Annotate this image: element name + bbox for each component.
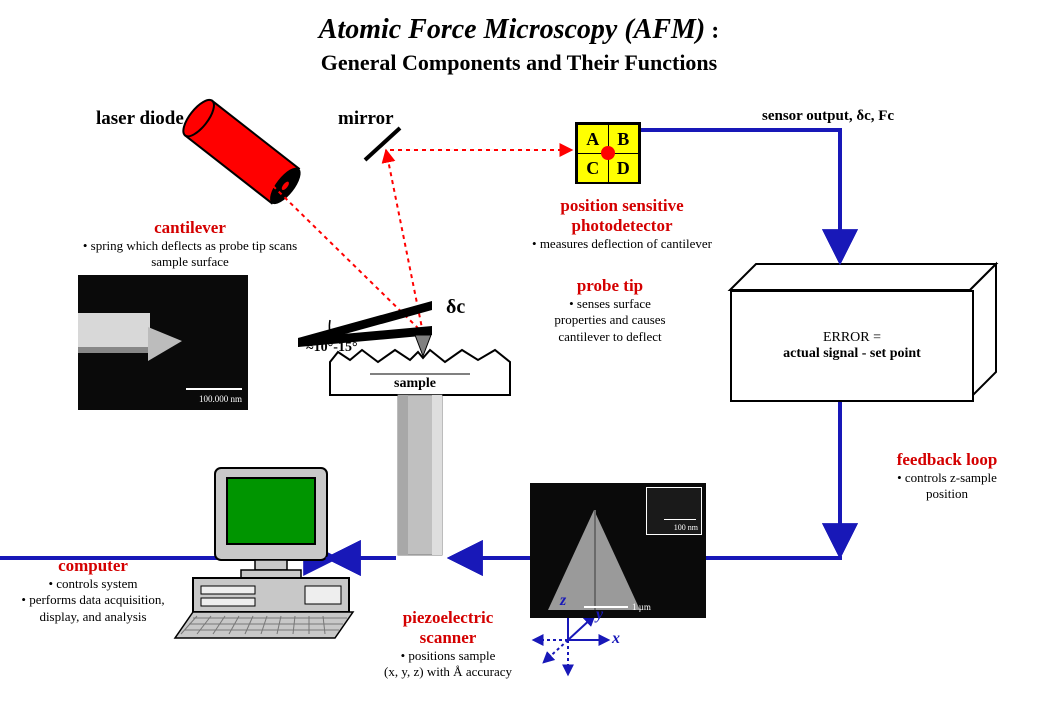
- label-angle: ≈10°-15°: [306, 340, 358, 356]
- sem-probe-image: 100 nm 1 µm: [530, 483, 706, 618]
- photodetector-desc: • measures deflection of cantilever: [512, 236, 732, 252]
- photodetector-block: position sensitive photodetector • measu…: [512, 196, 732, 252]
- feedback-desc-2: position: [862, 486, 1032, 502]
- piezo-title-1: piezoelectric: [358, 608, 538, 628]
- photodetector-title-1: position sensitive: [512, 196, 732, 216]
- label-laser-diode: laser diode: [96, 108, 184, 130]
- feedback-desc-1: • controls z-sample: [862, 470, 1032, 486]
- mirror-shape: [365, 128, 400, 160]
- sem-probe-scale2: 100 nm: [674, 523, 698, 532]
- computer-desc-2: • performs data acquisition,: [0, 592, 186, 608]
- label-mirror: mirror: [338, 108, 394, 130]
- sem-probe-scale1: 1 µm: [632, 602, 651, 612]
- pedestal-shape: [398, 395, 442, 555]
- piezo-title-2: scanner: [358, 628, 538, 648]
- sem-cantilever-image: 100.000 nm: [78, 275, 248, 410]
- computer-desc-3: display, and analysis: [0, 609, 186, 625]
- probe-desc-3: cantilever to deflect: [520, 329, 700, 345]
- computer-block: computer • controls system • performs da…: [0, 556, 186, 625]
- error-box: ERROR = actual signal - set point: [730, 290, 974, 402]
- probe-desc-2: properties and causes: [520, 312, 700, 328]
- axis-y: y: [596, 606, 603, 624]
- cantilever-title: cantilever: [80, 218, 300, 238]
- afm-diagram-canvas: Atomic Force Microscopy (AFM) : General …: [0, 0, 1038, 719]
- probe-tip-block: probe tip • senses surface properties an…: [520, 276, 700, 345]
- cantilever-desc: • spring which deflects as probe tip sca…: [80, 238, 300, 271]
- axis-x: x: [612, 630, 620, 648]
- label-delta-c: δc: [446, 296, 465, 319]
- piezo-desc-1: • positions sample: [358, 648, 538, 664]
- label-sample: sample: [394, 376, 436, 392]
- cantilever-block: cantilever • spring which deflects as pr…: [80, 218, 300, 271]
- feedback-block: feedback loop • controls z-sample positi…: [862, 450, 1032, 503]
- piezo-desc-2: (x, y, z) with Å accuracy: [358, 664, 538, 680]
- sem-cantilever-scale: 100.000 nm: [199, 394, 242, 404]
- piezo-block: piezoelectric scanner • positions sample…: [358, 608, 538, 681]
- error-l1: ERROR =: [823, 330, 881, 346]
- computer-title: computer: [0, 556, 186, 576]
- probe-tip-title: probe tip: [520, 276, 700, 296]
- photodetector-title-2: photodetector: [512, 216, 732, 236]
- computer-shape: [175, 468, 353, 638]
- computer-desc-1: • controls system: [0, 576, 186, 592]
- laser-diode-shape: [178, 95, 306, 208]
- photodetector-quad: A B C D: [575, 122, 641, 184]
- probe-desc-1: • senses surface: [520, 296, 700, 312]
- label-sensor-output: sensor output, δc, Fc: [762, 108, 894, 125]
- axis-z: z: [560, 592, 566, 610]
- feedback-title: feedback loop: [862, 450, 1032, 470]
- error-l2: actual signal - set point: [783, 346, 921, 362]
- quad-center-dot: [601, 146, 615, 160]
